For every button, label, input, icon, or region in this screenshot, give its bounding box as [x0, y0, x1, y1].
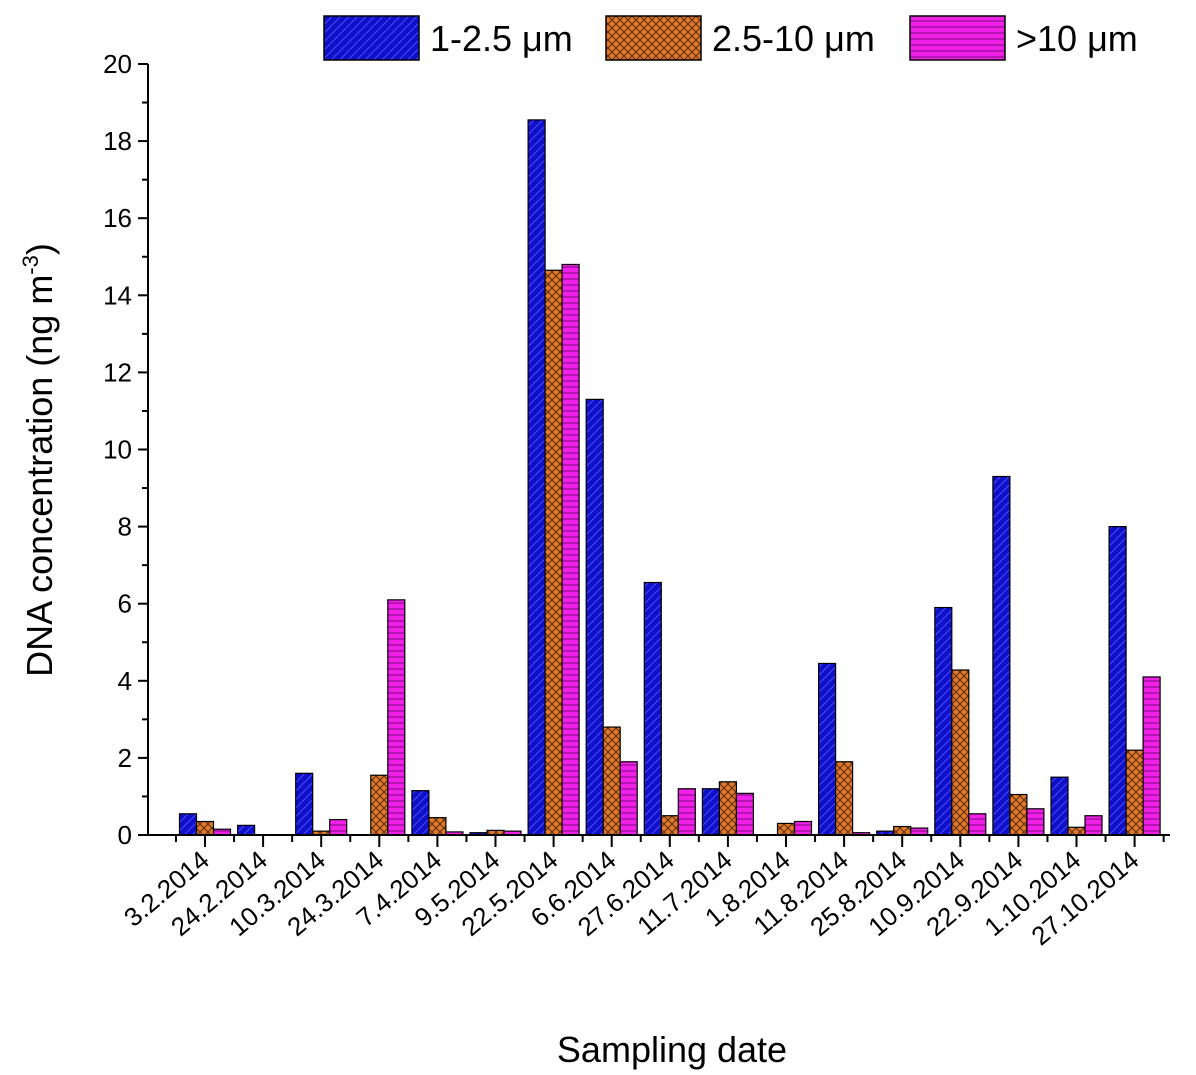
x-axis-ticks: 3.2.201424.2.201410.3.201424.3.20147.4.2…	[118, 835, 1165, 951]
y-tick-label: 2	[118, 743, 132, 773]
bar-series-3	[968, 813, 987, 836]
y-tick-label: 4	[118, 666, 132, 696]
bar-series-1	[992, 475, 1011, 836]
bar-series-3	[793, 820, 813, 836]
legend-swatch-series-2	[605, 15, 702, 61]
bar-series-1	[643, 581, 662, 836]
y-tick-label: 10	[103, 435, 132, 465]
bar-series-1	[178, 813, 198, 836]
bar-series-1	[701, 788, 721, 836]
bar-series-2	[195, 820, 215, 836]
bar-series-2	[602, 726, 621, 836]
bar-series-3	[387, 599, 406, 836]
y-axis-title-superscript: -3	[18, 255, 43, 275]
bar-series-2	[951, 669, 970, 836]
bar-series-2	[428, 817, 447, 836]
y-tick-label: 0	[118, 820, 132, 850]
bar-series-2	[544, 269, 563, 836]
y-tick-label: 16	[103, 203, 132, 233]
bar-series-3	[619, 761, 638, 836]
bar-series-3	[677, 788, 696, 836]
bar-series-2	[776, 822, 796, 836]
bar-series-2	[893, 825, 912, 836]
legend-label-series-2: 2.5-10 μm	[712, 18, 875, 59]
y-tick-label: 18	[103, 126, 132, 156]
bar-series-1	[527, 119, 546, 836]
bar-series-3	[910, 827, 929, 836]
bar-series-3	[1142, 676, 1161, 836]
y-tick-label: 20	[103, 49, 132, 79]
y-axis-title-main: DNA concentration (ng m	[19, 275, 60, 677]
y-axis-title: DNA concentration (ng m-3)	[18, 243, 60, 677]
y-tick-label: 12	[103, 357, 132, 387]
y-tick-label: 14	[103, 280, 132, 310]
bar-series-3	[329, 818, 348, 836]
bar-series-2	[1067, 826, 1086, 836]
bar-series-2	[1125, 749, 1144, 836]
bar-series-1	[295, 772, 314, 836]
bar-series-3	[1026, 808, 1045, 836]
y-axis-ticks: 0 2 4 6 8 10 12 14 16 18 20	[103, 49, 148, 850]
bar-series-2	[718, 781, 738, 836]
bar-series-1	[1050, 776, 1069, 836]
bar-series-1	[1108, 525, 1127, 836]
bar-series-3	[561, 263, 580, 836]
legend: 1-2.5 μm 2.5-10 μm >10 μm	[323, 15, 1138, 61]
legend-swatch-series-3	[909, 15, 1006, 61]
x-axis-title: Sampling date	[557, 1029, 787, 1070]
bar-series-2	[370, 774, 389, 836]
bar-series-1	[817, 662, 837, 836]
legend-label-series-1: 1-2.5 μm	[430, 18, 573, 59]
legend-label-series-3: >10 μm	[1016, 18, 1138, 59]
y-axis-title-suffix: )	[19, 243, 60, 255]
bar-series-1	[237, 824, 256, 836]
legend-swatch-series-1	[323, 15, 420, 61]
y-tick-label: 8	[118, 512, 132, 542]
bar-series-1	[411, 790, 430, 836]
bar-series-1	[934, 606, 953, 836]
y-tick-label: 6	[118, 589, 132, 619]
bar-series-3	[1084, 815, 1103, 836]
bars-group	[178, 119, 1161, 836]
bar-series-3	[735, 792, 755, 836]
bar-series-2	[1009, 793, 1028, 836]
bar-series-1	[585, 398, 604, 836]
bar-series-2	[834, 761, 854, 836]
bar-series-2	[660, 815, 679, 836]
